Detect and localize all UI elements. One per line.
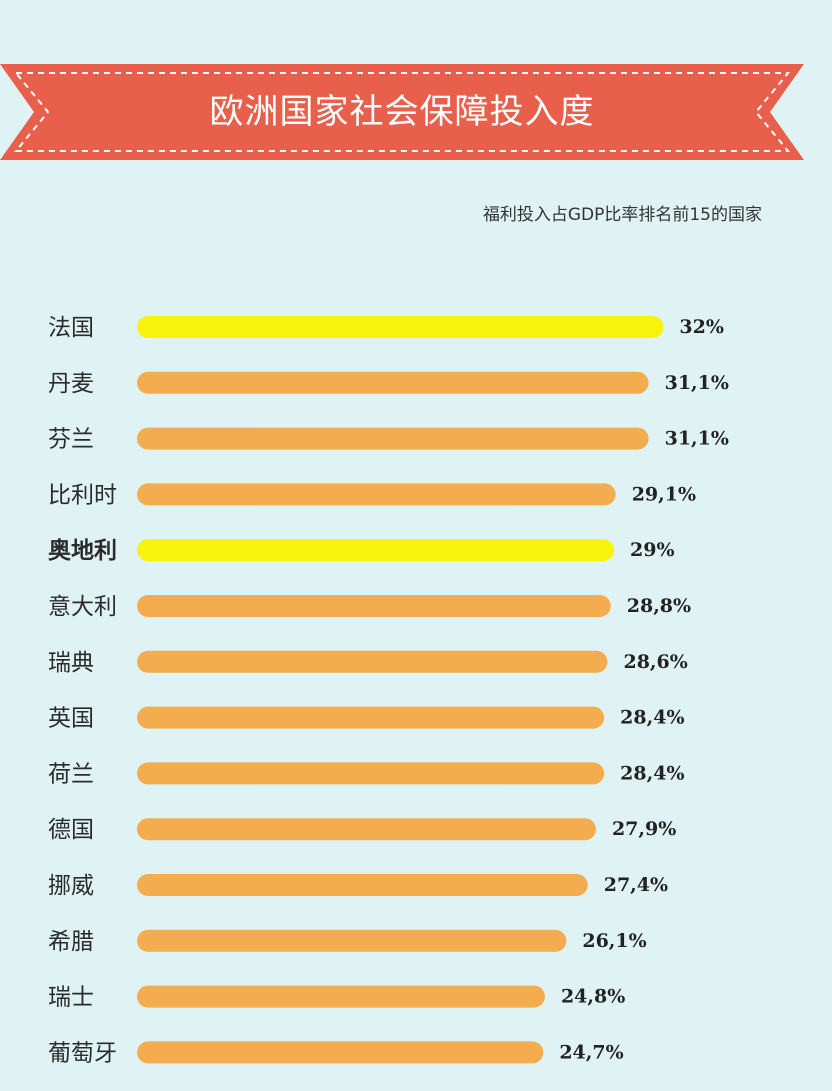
bar (137, 316, 664, 338)
value-label: 28,8% (627, 595, 691, 617)
value-label: 32% (679, 316, 724, 338)
value-label: 29,1% (632, 483, 696, 505)
value-label: 24,8% (561, 986, 625, 1008)
bar (137, 929, 567, 952)
bar (137, 539, 615, 562)
value-label: 27,9% (612, 818, 676, 840)
bar (137, 1041, 544, 1064)
value-label: 27,4% (604, 874, 668, 896)
category-label: 葡萄牙 (48, 1040, 117, 1066)
bar-chart: 法国 32% 丹麦 31,1% 芬兰 31,1% 比利时 29,1% 奥地利 29% 意大利 28,8… (48, 315, 729, 1066)
category-label: 瑞典 (48, 650, 94, 676)
value-label: 26,1% (582, 930, 646, 952)
category-label: 意大利 (48, 594, 117, 620)
value-label: 29% (630, 539, 675, 561)
category-label: 奥地利 (48, 537, 117, 564)
value-label: 28,4% (620, 707, 684, 729)
bar (137, 874, 588, 896)
bar (137, 818, 596, 841)
category-label: 瑞士 (48, 985, 94, 1011)
category-label: 荷兰 (48, 761, 94, 787)
chart-subtitle: 福利投入占GDP比率排名前15的国家 (482, 205, 762, 225)
value-label: 28,4% (620, 762, 684, 784)
bar (137, 483, 616, 506)
chart-title: 欧洲国家社会保障投入度 (209, 92, 595, 132)
bar (137, 371, 649, 394)
banner-stitch-line (13, 72, 791, 152)
category-label: 挪威 (48, 873, 94, 899)
category-label: 希腊 (48, 929, 94, 955)
value-label: 28,6% (623, 651, 687, 673)
value-label: 31,1% (665, 372, 729, 394)
value-label: 31,1% (665, 428, 729, 450)
bar (137, 762, 605, 785)
bar (137, 985, 545, 1008)
banner-ribbon (0, 64, 804, 160)
category-label: 丹麦 (48, 371, 94, 397)
bar (137, 706, 605, 729)
bar (137, 427, 649, 450)
bar (137, 595, 611, 617)
category-label: 比利时 (48, 482, 117, 508)
bar (137, 650, 608, 673)
category-label: 英国 (48, 706, 94, 732)
category-label: 法国 (48, 315, 94, 341)
title-banner (0, 64, 804, 160)
category-label: 德国 (48, 817, 94, 843)
category-label: 芬兰 (48, 427, 94, 453)
value-label: 24,7% (559, 1041, 623, 1063)
